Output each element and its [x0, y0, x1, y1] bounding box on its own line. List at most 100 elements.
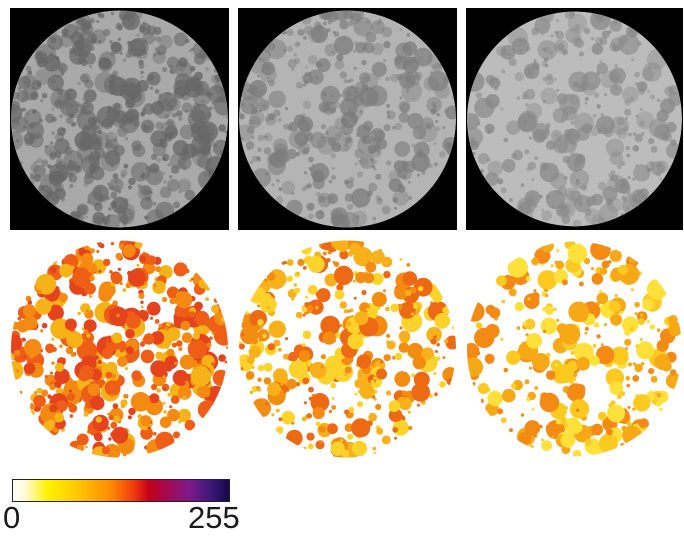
heatmap-3-image: [466, 238, 683, 460]
blob: [500, 187, 507, 194]
blob: [566, 153, 586, 172]
blob: [553, 307, 557, 311]
blob: [264, 48, 268, 52]
blob: [575, 178, 580, 183]
blob: [206, 112, 212, 118]
blob: [345, 90, 352, 97]
blob: [187, 109, 207, 129]
blob: [211, 132, 214, 136]
blob: [359, 72, 370, 84]
blob: [421, 347, 434, 360]
blob: [116, 119, 121, 124]
blob: [357, 171, 364, 178]
blob: [616, 128, 628, 139]
blob: [81, 252, 94, 265]
blob: [639, 120, 645, 127]
blob: [555, 260, 565, 270]
blob: [386, 103, 391, 108]
blob: [185, 150, 189, 154]
blob: [555, 189, 562, 195]
blob: [353, 296, 357, 300]
blob: [595, 115, 615, 135]
blob: [408, 425, 413, 431]
blob: [365, 31, 377, 43]
blob: [105, 131, 118, 144]
blob: [302, 147, 310, 155]
blob: [76, 20, 80, 24]
blob: [593, 322, 600, 328]
blob: [522, 321, 527, 326]
blob: [500, 107, 504, 111]
blob: [77, 103, 82, 107]
blob: [81, 97, 85, 101]
blob: [307, 25, 325, 43]
blob: [125, 328, 135, 339]
blob: [546, 370, 556, 380]
heatmap-panel-2: [238, 238, 457, 460]
blob: [359, 384, 375, 400]
blob: [409, 286, 417, 294]
blob: [138, 63, 145, 69]
blob: [339, 250, 349, 260]
blob: [107, 109, 112, 114]
blob: [51, 346, 57, 352]
blob: [647, 320, 651, 324]
blob: [416, 173, 420, 177]
blob: [123, 393, 128, 399]
blob: [277, 347, 282, 352]
blob: [77, 56, 85, 64]
blob: [596, 301, 601, 306]
blob: [619, 80, 624, 85]
blob: [555, 364, 575, 384]
blob: [211, 74, 220, 84]
blob: [50, 36, 57, 43]
blob: [77, 45, 83, 52]
blob: [158, 93, 163, 98]
blob: [487, 360, 491, 364]
blob: [500, 417, 507, 424]
blob: [546, 190, 565, 210]
blob: [639, 338, 643, 341]
blob: [522, 91, 527, 96]
blob: [66, 331, 84, 349]
blob: [117, 356, 128, 367]
blob: [275, 178, 280, 183]
blob: [95, 186, 103, 193]
blob: [287, 59, 297, 69]
blob: [640, 132, 645, 136]
blob: [417, 285, 424, 292]
blob: [156, 45, 167, 56]
blob: [127, 185, 132, 190]
blob: [307, 213, 314, 220]
blob: [70, 35, 75, 40]
blob: [376, 368, 388, 380]
blob: [295, 81, 303, 89]
blob: [531, 408, 535, 411]
blob: [416, 403, 420, 407]
blob: [257, 89, 264, 96]
blob: [372, 216, 377, 221]
blob: [302, 313, 306, 317]
blob: [602, 186, 618, 202]
blob: [67, 392, 76, 401]
blob: [618, 34, 628, 45]
blob: [112, 70, 118, 77]
blob: [434, 162, 438, 166]
blob: [661, 130, 672, 142]
blob: [197, 155, 211, 169]
blob: [17, 86, 22, 91]
blob: [89, 398, 95, 404]
blob: [122, 320, 126, 324]
blob: [312, 407, 325, 420]
blob: [501, 299, 506, 304]
blob: [302, 330, 312, 340]
blob: [383, 40, 391, 49]
blob: [304, 295, 308, 299]
blob: [308, 166, 313, 171]
blob: [113, 137, 117, 141]
blob: [167, 392, 172, 397]
blob: [140, 119, 155, 134]
blob: [474, 327, 495, 348]
blob: [642, 298, 654, 311]
blob: [348, 176, 355, 183]
